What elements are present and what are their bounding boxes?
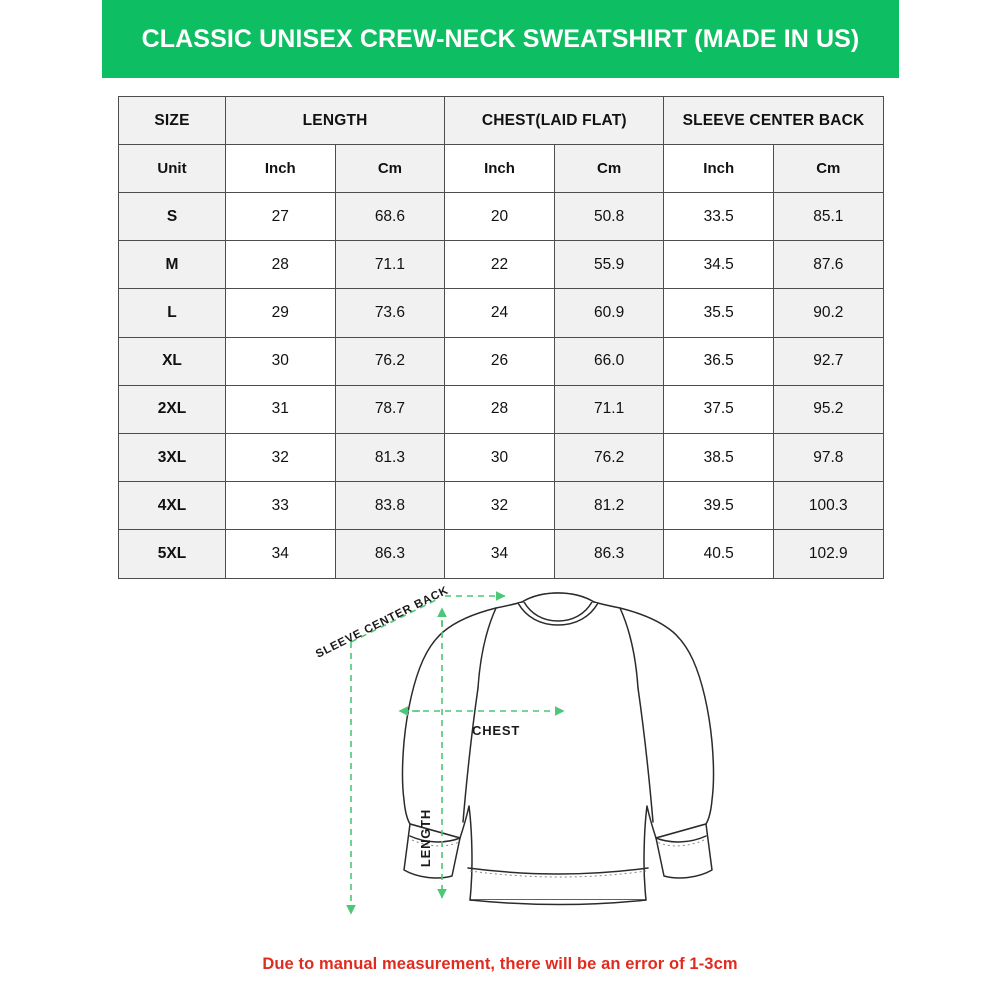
cell-length-cm: 68.6 bbox=[334, 191, 446, 242]
cell-sleeve-inch: 33.5 bbox=[663, 191, 774, 242]
cell-size: M bbox=[118, 240, 226, 290]
cell-sleeve-cm: 90.2 bbox=[773, 288, 884, 338]
cell-chest-inch: 34 bbox=[444, 529, 555, 579]
measurement-guides bbox=[346, 591, 565, 915]
cell-chest-cm: 55.9 bbox=[553, 240, 665, 290]
cell-sleeve-inch: 38.5 bbox=[663, 432, 774, 483]
table-row: L 29 73.6 24 60.9 35.5 90.2 bbox=[118, 288, 884, 338]
header-chest-cm: Cm bbox=[553, 144, 665, 193]
cell-sleeve-cm: 85.1 bbox=[773, 191, 884, 242]
cell-size: 2XL bbox=[118, 384, 226, 434]
header-unit: Unit bbox=[118, 144, 226, 193]
cell-chest-cm: 60.9 bbox=[553, 288, 665, 338]
table-row: 4XL 33 83.8 32 81.2 39.5 100.3 bbox=[118, 481, 884, 531]
cell-length-inch: 28 bbox=[225, 240, 336, 290]
table-row: M 28 71.1 22 55.9 34.5 87.6 bbox=[118, 240, 884, 290]
cell-sleeve-inch: 35.5 bbox=[663, 288, 774, 338]
table-row: 2XL 31 78.7 28 71.1 37.5 95.2 bbox=[118, 384, 884, 434]
cell-length-cm: 78.7 bbox=[334, 384, 446, 434]
header-chest: CHEST(LAID FLAT) bbox=[444, 96, 665, 145]
cell-chest-inch: 28 bbox=[444, 384, 555, 434]
table-head: SIZE LENGTH CHEST(LAID FLAT) SLEEVE CENT… bbox=[118, 96, 884, 193]
cell-chest-inch: 20 bbox=[444, 191, 555, 242]
header-sleeve-cm: Cm bbox=[773, 144, 884, 193]
measurement-disclaimer: Due to manual measurement, there will be… bbox=[262, 955, 738, 973]
cell-sleeve-inch: 40.5 bbox=[663, 529, 774, 579]
table-body: S 27 68.6 20 50.8 33.5 85.1 M 28 71.1 22 55.9 34.5 87… bbox=[118, 191, 884, 579]
cell-sleeve-cm: 92.7 bbox=[773, 336, 884, 386]
cell-length-cm: 81.3 bbox=[334, 432, 446, 483]
cell-sleeve-cm: 100.3 bbox=[773, 481, 884, 531]
cell-size: 3XL bbox=[118, 432, 226, 483]
header-sleeve-inch: Inch bbox=[663, 144, 774, 193]
cell-chest-cm: 86.3 bbox=[553, 529, 665, 579]
cell-length-inch: 32 bbox=[225, 432, 336, 483]
cell-length-cm: 76.2 bbox=[334, 336, 446, 386]
header-chest-inch: Inch bbox=[444, 144, 555, 193]
cell-length-cm: 86.3 bbox=[334, 529, 446, 579]
table-row: XL 30 76.2 26 66.0 36.5 92.7 bbox=[118, 336, 884, 386]
header-sleeve-center-back: SLEEVE CENTER BACK bbox=[663, 96, 884, 145]
cell-length-cm: 71.1 bbox=[334, 240, 446, 290]
size-chart-table-container: SIZE LENGTH CHEST(LAID FLAT) SLEEVE CENT… bbox=[118, 96, 884, 579]
cell-chest-inch: 22 bbox=[444, 240, 555, 290]
cell-length-cm: 73.6 bbox=[334, 288, 446, 338]
cell-sleeve-cm: 87.6 bbox=[773, 240, 884, 290]
cell-sleeve-inch: 36.5 bbox=[663, 336, 774, 386]
table-unit-header-row: Unit Inch Cm Inch Cm Inch Cm bbox=[118, 144, 884, 193]
cell-chest-cm: 66.0 bbox=[553, 336, 665, 386]
table-row: 3XL 32 81.3 30 76.2 38.5 97.8 bbox=[118, 432, 884, 483]
table-row: S 27 68.6 20 50.8 33.5 85.1 bbox=[118, 191, 884, 242]
cell-chest-cm: 76.2 bbox=[553, 432, 665, 483]
cell-length-inch: 31 bbox=[225, 384, 336, 434]
cell-length-inch: 27 bbox=[225, 191, 336, 242]
cell-sleeve-cm: 95.2 bbox=[773, 384, 884, 434]
label-chest: CHEST bbox=[472, 723, 520, 738]
cell-size: 4XL bbox=[118, 481, 226, 531]
cell-chest-cm: 81.2 bbox=[553, 481, 665, 531]
cell-chest-inch: 32 bbox=[444, 481, 555, 531]
cell-chest-inch: 24 bbox=[444, 288, 555, 338]
label-length: LENGTH bbox=[418, 809, 433, 867]
cell-size: 5XL bbox=[118, 529, 226, 579]
cell-size: S bbox=[118, 191, 226, 242]
title-banner: CLASSIC UNISEX CREW-NECK SWEATSHIRT (MAD… bbox=[102, 0, 899, 78]
sweatshirt-outline bbox=[401, 592, 715, 906]
cell-length-cm: 83.8 bbox=[334, 481, 446, 531]
cell-length-inch: 33 bbox=[225, 481, 336, 531]
cell-length-inch: 30 bbox=[225, 336, 336, 386]
cell-chest-cm: 50.8 bbox=[553, 191, 665, 242]
sleeve-diagonal-guide bbox=[350, 597, 441, 643]
size-chart-table: SIZE LENGTH CHEST(LAID FLAT) SLEEVE CENT… bbox=[118, 96, 884, 579]
cell-chest-inch: 30 bbox=[444, 432, 555, 483]
cell-sleeve-inch: 39.5 bbox=[663, 481, 774, 531]
header-length-inch: Inch bbox=[225, 144, 336, 193]
header-length-cm: Cm bbox=[334, 144, 446, 193]
cell-sleeve-inch: 37.5 bbox=[663, 384, 774, 434]
header-size: SIZE bbox=[118, 96, 226, 145]
cell-size: XL bbox=[118, 336, 226, 386]
cell-sleeve-inch: 34.5 bbox=[663, 240, 774, 290]
cell-sleeve-cm: 97.8 bbox=[773, 432, 884, 483]
table-group-header-row: SIZE LENGTH CHEST(LAID FLAT) SLEEVE CENT… bbox=[118, 96, 884, 145]
cell-chest-inch: 26 bbox=[444, 336, 555, 386]
cell-sleeve-cm: 102.9 bbox=[773, 529, 884, 579]
page-title: CLASSIC UNISEX CREW-NECK SWEATSHIRT (MAD… bbox=[141, 24, 860, 53]
cell-length-inch: 29 bbox=[225, 288, 336, 338]
hem-stitching bbox=[411, 839, 705, 878]
header-length: LENGTH bbox=[224, 96, 446, 145]
cell-chest-cm: 71.1 bbox=[553, 384, 665, 434]
garment-diagram: SLEEVE CENTER BACK CHEST LENGTH bbox=[300, 570, 720, 940]
table-row: 5XL 34 86.3 34 86.3 40.5 102.9 bbox=[118, 529, 884, 579]
cell-size: L bbox=[118, 288, 226, 338]
